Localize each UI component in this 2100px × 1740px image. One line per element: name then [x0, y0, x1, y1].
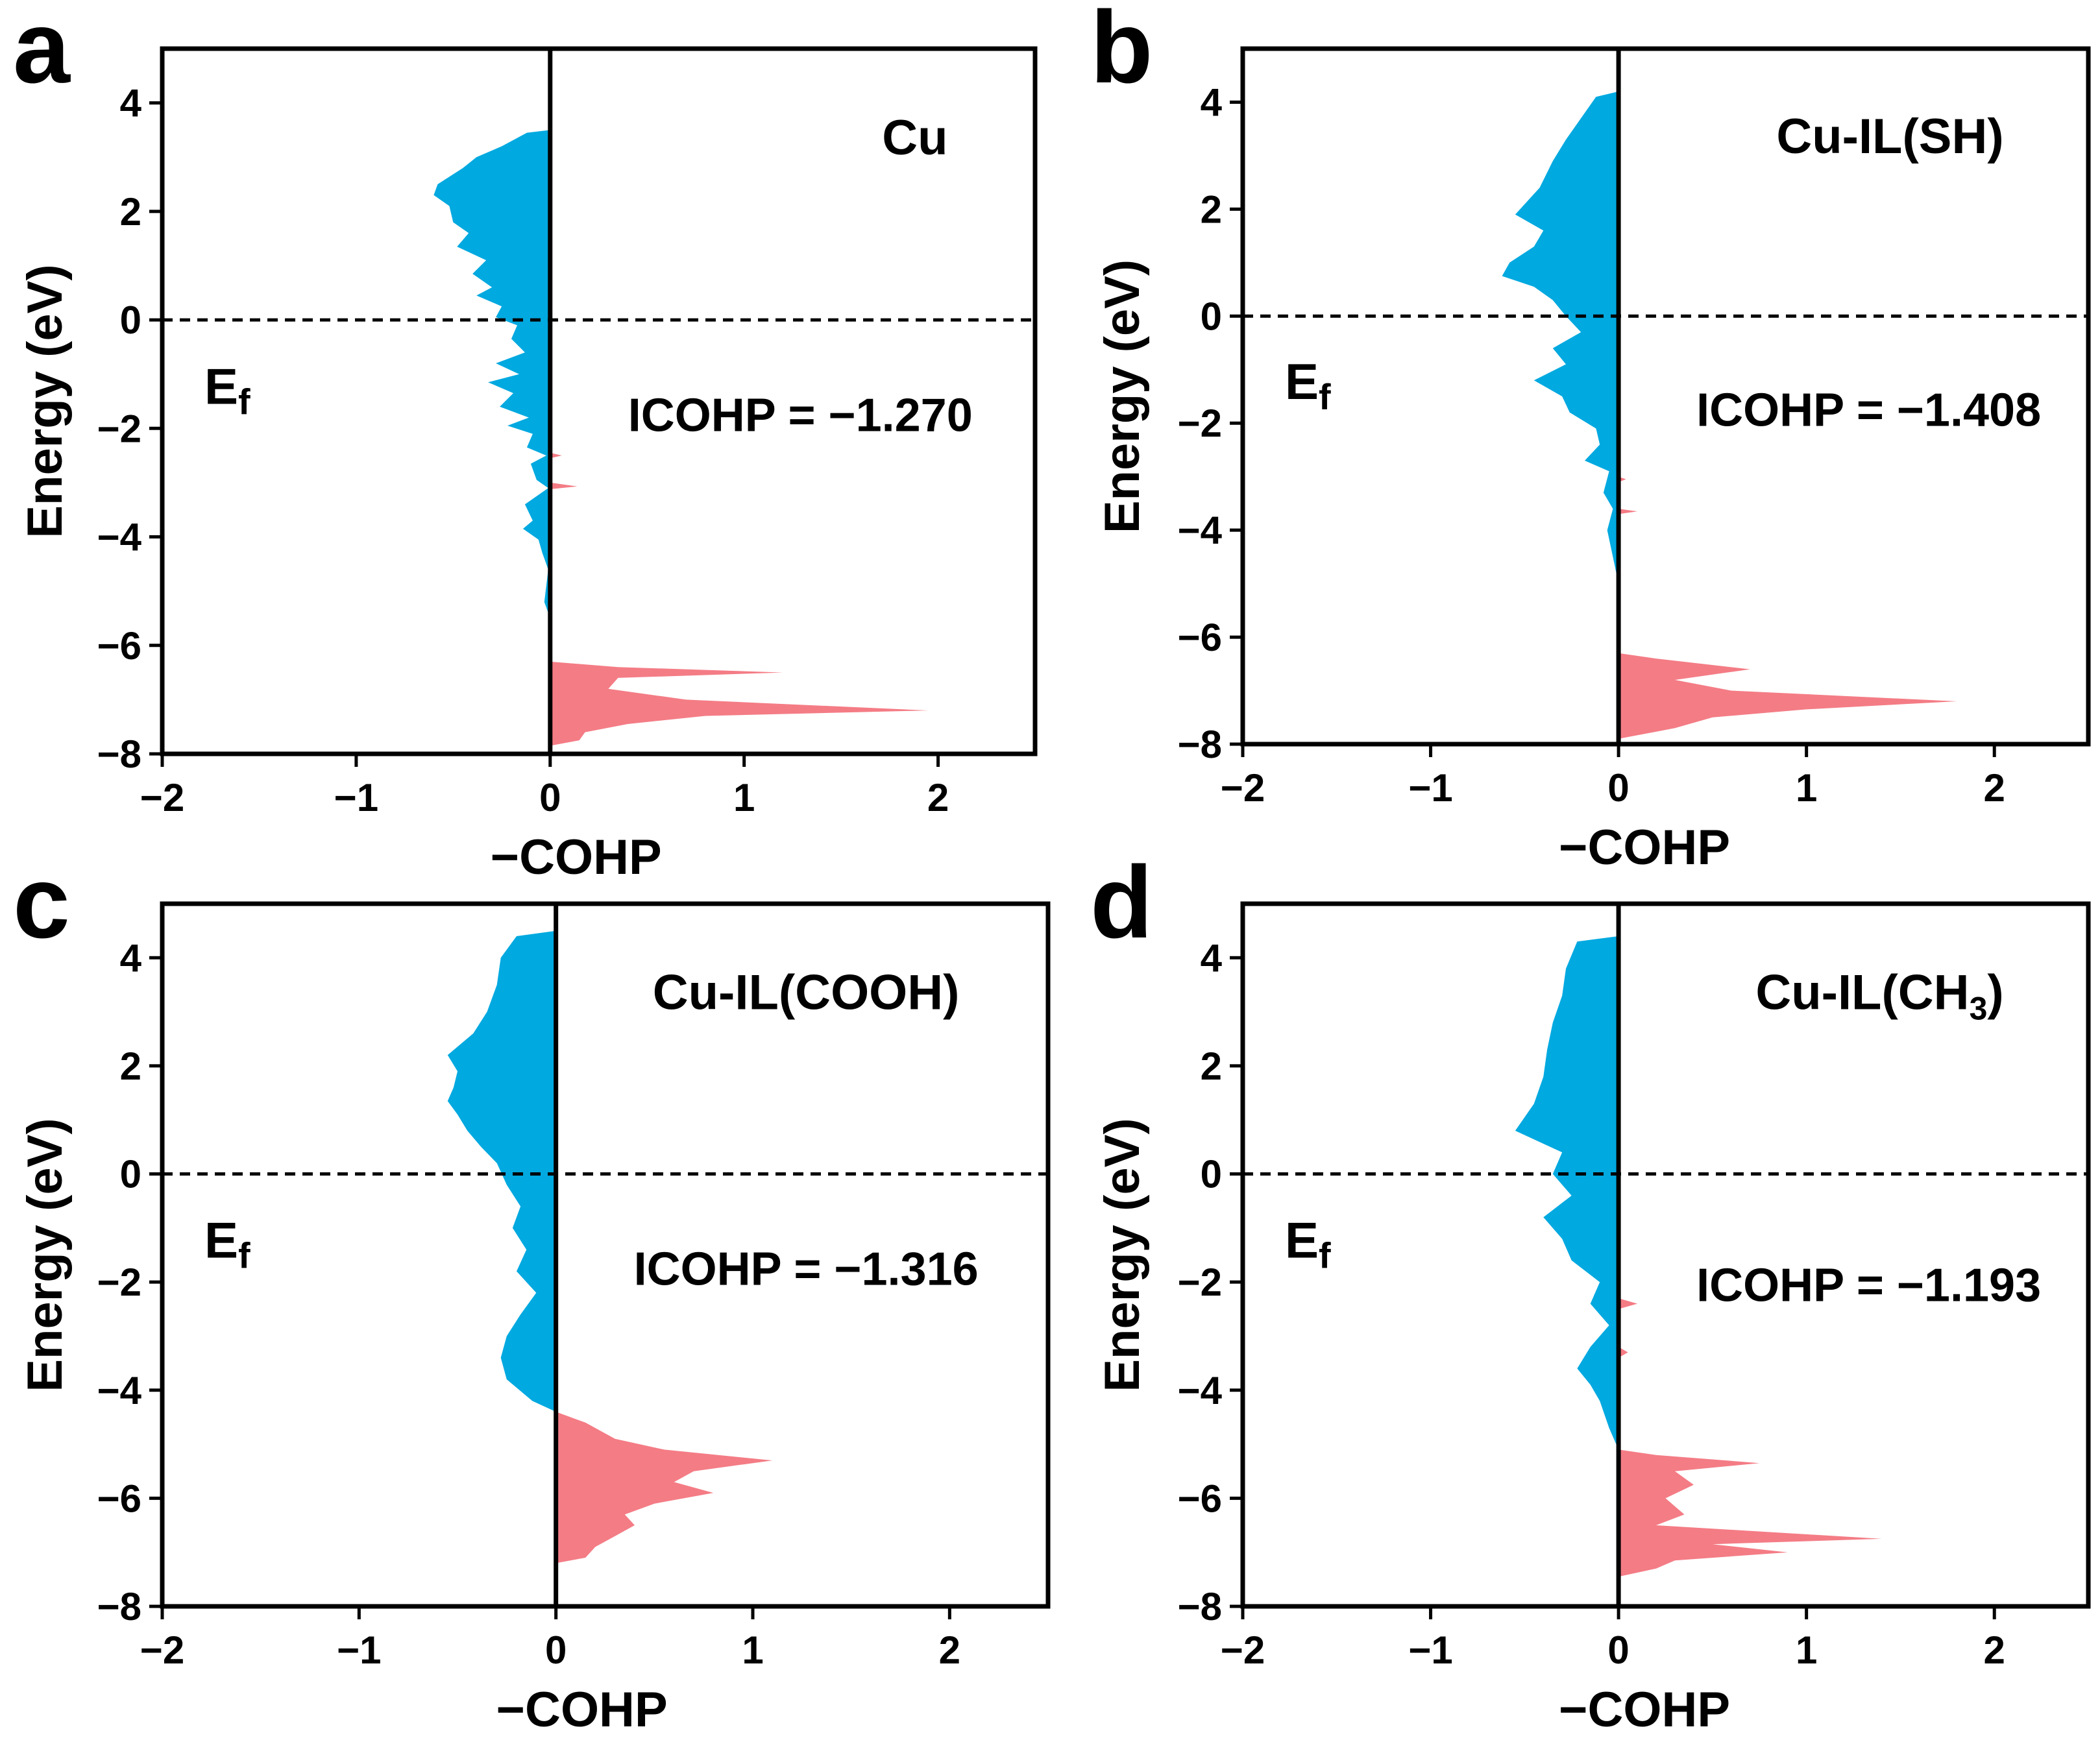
- panel-b: −2 −1 0 1 2 −8 −6 −4 −2 0 2 4 −COHP Energy (eV) b Cu-IL…: [1090, 0, 2091, 875]
- x-tick-label: −2: [1221, 766, 1265, 810]
- series-bonding-area: [1618, 1298, 1882, 1577]
- y-tick-label: −4: [97, 516, 142, 559]
- x-tick-label: 1: [1796, 1628, 1817, 1672]
- plot-frame: [160, 901, 1051, 1609]
- y-tick-label: −8: [97, 732, 141, 776]
- x-tick-label: 2: [1984, 1628, 2005, 1672]
- y-tick-label: −6: [1178, 616, 1222, 659]
- panel-label: d: [1090, 845, 1153, 960]
- fermi-label: Ef: [204, 358, 250, 422]
- x-tick-label: 2: [1984, 766, 2005, 810]
- series-antibonding-area: [1515, 936, 1619, 1450]
- x-axis-label: −COHP: [1559, 820, 1730, 875]
- icohp-annotation: ICOHP = −1.408: [1696, 384, 2041, 436]
- x-tick-label: 0: [545, 1628, 567, 1672]
- y-axis-label: Energy (eV): [18, 264, 73, 538]
- y-tick-label: −2: [1178, 402, 1222, 445]
- series-bonding-area: [556, 1412, 773, 1564]
- x-axis-label: −COHP: [496, 1682, 668, 1737]
- icohp-annotation: ICOHP = −1.193: [1696, 1259, 2041, 1311]
- x-tick-label: −1: [334, 776, 378, 819]
- panel-c: −2 −1 0 1 2 −8 −6 −4 −2 0 2 4 −COHP Energy (eV) c Cu-IL…: [13, 845, 1051, 1737]
- y-tick-label: 4: [1201, 936, 1223, 980]
- y-tick-label: −6: [97, 1477, 141, 1520]
- panel-d: −2 −1 0 1 2 −8 −6 −4 −2 0 2 4 −COHP Energy (eV) d Cu-IL…: [1090, 845, 2091, 1737]
- fermi-label: Ef: [204, 1212, 250, 1276]
- y-tick-label: −4: [1178, 509, 1223, 552]
- y-tick-label: 2: [120, 190, 141, 234]
- y-tick-label: −8: [1178, 723, 1222, 766]
- panel-a: −2 −1 0 1 2 −8 −6 −4 −2 0 2 4 −COHP Energy (eV) a Cu ICO…: [13, 0, 1038, 885]
- x-tick-label: −1: [1408, 766, 1452, 810]
- x-tick-label: 0: [539, 776, 561, 819]
- y-tick-label: 4: [120, 82, 142, 125]
- x-tick-label: −1: [337, 1628, 381, 1672]
- series-antibonding-area: [433, 130, 550, 618]
- y-tick-label: 4: [120, 936, 142, 980]
- x-tick-label: 1: [742, 1628, 763, 1672]
- fermi-label: Ef: [1285, 1212, 1331, 1276]
- y-tick-label: 0: [120, 1153, 141, 1196]
- y-tick-label: −6: [1178, 1477, 1222, 1520]
- y-tick-label: −4: [1178, 1369, 1223, 1412]
- panel-label: a: [13, 0, 71, 104]
- y-tick-label: 0: [120, 298, 141, 342]
- x-tick-label: −1: [1408, 1628, 1452, 1672]
- plot-frame: [1240, 46, 2091, 747]
- x-tick-label: 2: [939, 1628, 960, 1672]
- icohp-annotation: ICOHP = −1.270: [628, 389, 973, 441]
- x-tick-label: 2: [927, 776, 949, 819]
- panel-label: b: [1090, 0, 1153, 104]
- x-axis-label: −COHP: [491, 830, 662, 885]
- x-axis-label: −COHP: [1559, 1682, 1730, 1737]
- plot-frame: [160, 46, 1038, 756]
- panel-title: Cu-IL(SH): [1776, 109, 2003, 164]
- fermi-label: Ef: [1285, 353, 1331, 417]
- series-bonding-area: [550, 452, 929, 746]
- y-tick-label: −8: [1178, 1585, 1222, 1628]
- icohp-annotation: ICOHP = −1.316: [634, 1243, 979, 1295]
- y-tick-label: 0: [1201, 295, 1222, 338]
- panel-title: Cu-IL(CH3): [1755, 965, 2003, 1026]
- y-tick-label: −2: [97, 407, 141, 450]
- x-tick-label: 1: [733, 776, 755, 819]
- y-tick-label: −4: [97, 1369, 142, 1412]
- series-antibonding-area: [1502, 91, 1619, 584]
- y-tick-label: 2: [120, 1045, 141, 1088]
- y-tick-label: −2: [1178, 1261, 1222, 1304]
- x-tick-label: −2: [140, 776, 184, 819]
- x-tick-label: −2: [1221, 1628, 1265, 1672]
- panel-label: c: [13, 845, 70, 960]
- x-tick-label: −2: [140, 1628, 184, 1672]
- x-tick-label: 0: [1607, 1628, 1629, 1672]
- y-tick-label: 2: [1201, 1045, 1222, 1088]
- y-tick-label: −2: [97, 1261, 141, 1304]
- y-tick-label: −8: [97, 1585, 141, 1628]
- series-bonding-area: [1618, 476, 1957, 739]
- series-antibonding-area: [447, 930, 556, 1412]
- y-tick-label: 4: [1201, 80, 1223, 124]
- y-axis-label: Energy (eV): [1095, 1118, 1150, 1392]
- y-tick-label: 2: [1201, 187, 1222, 231]
- panel-title: Cu-IL(COOH): [653, 965, 960, 1020]
- y-axis-label: Energy (eV): [18, 1118, 73, 1392]
- y-axis-label: Energy (eV): [1095, 260, 1150, 533]
- plot-frame: [1240, 901, 2091, 1609]
- x-tick-label: 1: [1796, 766, 1817, 810]
- y-tick-label: 0: [1201, 1153, 1222, 1196]
- x-tick-label: 0: [1607, 766, 1629, 810]
- panel-title: Cu: [882, 110, 947, 165]
- y-tick-label: −6: [97, 624, 141, 668]
